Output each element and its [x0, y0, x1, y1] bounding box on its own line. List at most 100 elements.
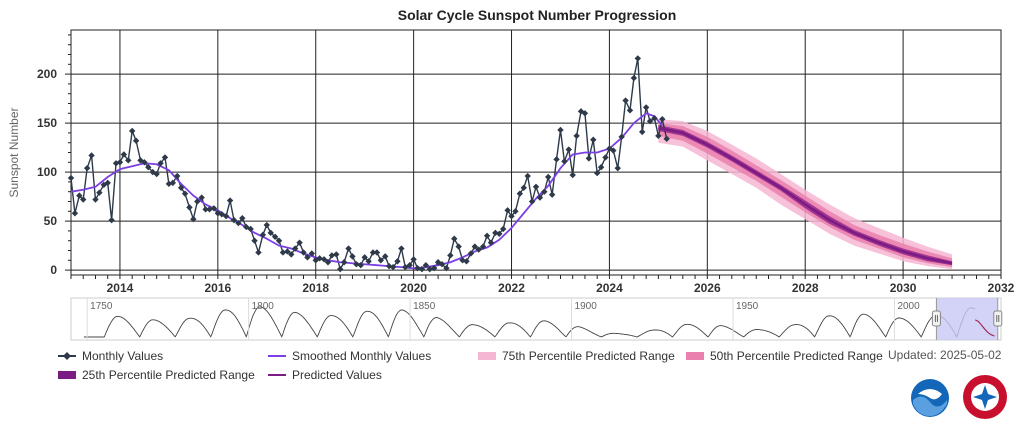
legend-swatch-marker	[63, 352, 71, 360]
monthly-point	[214, 210, 222, 217]
monthly-point	[365, 258, 372, 265]
legend-swatch	[58, 352, 76, 360]
monthly-point	[524, 172, 531, 180]
monthly-point	[516, 190, 524, 197]
monthly-point	[190, 215, 197, 223]
monthly-point	[618, 133, 625, 141]
legend-swatch	[268, 355, 286, 357]
navigator-label: 2000	[897, 301, 920, 312]
y-tick-label: 150	[37, 116, 57, 130]
monthly-point	[569, 171, 576, 179]
y-tick-label: 100	[37, 165, 57, 179]
monthly-point	[169, 179, 177, 187]
monthly-point	[418, 265, 426, 273]
monthly-point	[545, 173, 552, 181]
monthly-point	[316, 255, 323, 262]
monthly-point	[655, 132, 662, 140]
legend-item[interactable]: 50th Percentile Predicted Range	[686, 349, 883, 363]
monthly-point	[210, 205, 218, 212]
monthly-point	[394, 258, 401, 265]
monthly-point	[557, 126, 564, 134]
updated-timestamp: Updated: 2025-05-02	[888, 348, 1002, 362]
monthly-point	[141, 159, 148, 166]
y-axis-label: Sunspot Number	[7, 107, 21, 197]
noaa-logo-icon	[911, 379, 949, 417]
monthly-point	[483, 232, 491, 239]
monthly-point	[585, 155, 593, 162]
monthly-point	[438, 261, 446, 268]
monthly-point	[597, 164, 605, 171]
navigator-label: 1900	[575, 301, 598, 312]
x-tick-label: 2014	[107, 281, 134, 295]
navigator-left-handle[interactable]	[931, 310, 941, 327]
axes: 0 50 100 150 200 2014 2016 2018 2020 2022 2024 2026…	[37, 34, 1015, 295]
legend-swatch	[478, 352, 496, 360]
monthly-point	[382, 253, 389, 260]
legend-item[interactable]: Predicted Values	[268, 368, 382, 382]
monthly-point	[345, 245, 352, 252]
monthly-point	[532, 183, 540, 190]
monthly-point	[508, 213, 515, 220]
monthly-point	[398, 245, 405, 252]
monthly-point	[267, 229, 274, 237]
monthly-point	[108, 216, 115, 224]
legend-label: 50th Percentile Predicted Range	[710, 349, 883, 363]
navigator-right-handle[interactable]	[993, 310, 1003, 327]
monthly-point	[279, 249, 287, 256]
monthly-point	[541, 188, 548, 195]
navigator-selection[interactable]	[936, 298, 998, 340]
legend-label: 75th Percentile Predicted Range	[502, 349, 675, 363]
monthly-point	[186, 204, 193, 211]
legend-item[interactable]: 75th Percentile Predicted Range	[478, 349, 675, 363]
smoothed-monthly-line	[70, 112, 663, 270]
y-tick-label: 50	[44, 214, 58, 228]
x-tick-label: 2016	[204, 281, 231, 295]
monthly-point	[410, 256, 417, 263]
monthly-point	[512, 208, 519, 215]
monthly-point	[565, 146, 572, 153]
legend-item[interactable]: Monthly Values	[58, 349, 163, 363]
monthly-point	[76, 192, 83, 199]
nws-logo-icon	[963, 375, 1007, 419]
monthly-point	[308, 250, 316, 257]
monthly-point	[528, 198, 536, 205]
monthly-point	[100, 181, 107, 189]
monthly-point	[634, 55, 642, 62]
monthly-point	[255, 249, 262, 256]
legend-label: Monthly Values	[82, 349, 164, 363]
monthly-point	[369, 249, 377, 256]
monthly-point	[153, 170, 160, 178]
monthly-point	[198, 194, 205, 201]
monthly-point	[157, 160, 164, 167]
monthly-point	[642, 104, 650, 111]
legend-item[interactable]: Smoothed Monthly Values	[268, 349, 431, 363]
monthly-point	[92, 196, 99, 203]
x-tick-label: 2030	[890, 281, 917, 295]
monthly-point	[300, 249, 307, 256]
legend-swatch-band	[58, 371, 76, 379]
monthly-point	[414, 264, 421, 272]
monthly-point	[593, 169, 601, 177]
monthly-point	[622, 97, 629, 104]
x-tick-label: 2026	[694, 281, 721, 295]
monthly-point	[271, 233, 279, 240]
monthly-point	[500, 225, 507, 233]
legend-swatch	[686, 352, 704, 360]
monthly-point	[324, 259, 332, 266]
monthly-point	[430, 264, 438, 272]
legend-item[interactable]: 25th Percentile Predicted Range	[58, 368, 255, 382]
monthly-point	[455, 243, 462, 250]
monthly-point	[235, 219, 242, 227]
navigator-prediction-line	[974, 319, 995, 337]
legend-label: Predicted Values	[292, 368, 382, 382]
monthly-point	[426, 265, 433, 273]
navigator-label: 1750	[90, 301, 113, 312]
grid-layer	[70, 29, 1002, 276]
monthly-point	[357, 262, 364, 269]
monthly-point	[614, 164, 621, 172]
range-navigator[interactable]: 1750 1800 1850 1900 1950 2000	[70, 297, 1003, 341]
legend-swatch	[58, 371, 76, 379]
monthly-point	[377, 257, 385, 264]
legend-swatch-band	[478, 352, 496, 360]
